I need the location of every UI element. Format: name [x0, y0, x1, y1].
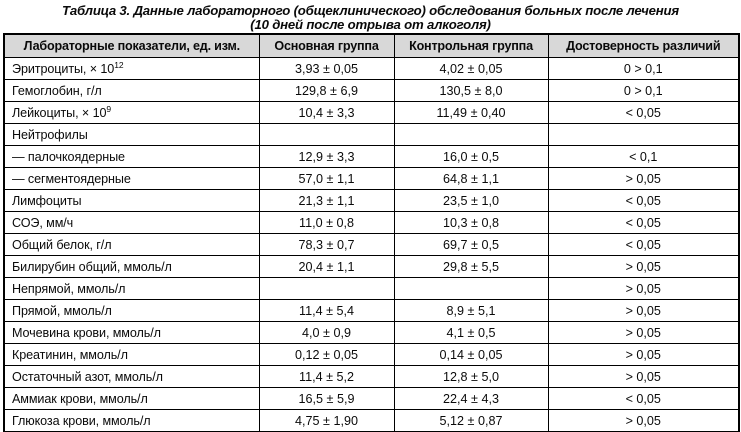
table-row: Остаточный азот, ммоль/л 11,4 ± 5,2 12,8 ±… — [3, 365, 740, 388]
table-row: Мочевина крови, ммоль/л 4,0 ± 0,9 4,1 ± 0,… — [3, 321, 740, 344]
control-group-cell: 29,8 ± 5,5 — [393, 255, 549, 278]
indicator-cell: Глюкоза крови, ммоль/л — [3, 409, 260, 432]
control-group-cell: 12,8 ± 5,0 — [393, 365, 549, 388]
table-row: Прямой, ммоль/л 11,4 ± 5,4 8,9 ± 5,1 > 0,05 — [3, 299, 740, 322]
indicator-cell: Лимфоциты — [3, 189, 260, 212]
control-group-cell: 5,12 ± 0,87 — [393, 409, 549, 432]
exponent-superscript: 9 — [106, 103, 112, 114]
indicator-cell: Эритроциты, × 1012 — [3, 57, 260, 80]
main-group-cell: 16,5 ± 5,9 — [258, 387, 395, 410]
control-group-cell: 64,8 ± 1,1 — [393, 167, 549, 190]
main-group-cell: 0,12 ± 0,05 — [258, 343, 395, 366]
indicator-cell: Гемоглобин, г/л — [3, 79, 260, 102]
significance-cell: > 0,05 — [547, 277, 740, 300]
lab-results-table: Лабораторные показатели, ед. изм. Основна… — [3, 33, 740, 432]
indicator-cell: Мочевина крови, ммоль/л — [3, 321, 260, 344]
table-row: Билирубин общий, ммоль/л 20,4 ± 1,1 29,8 ±… — [3, 255, 740, 278]
significance-cell: > 0,05 — [547, 255, 740, 278]
indicator-cell: Непрямой, ммоль/л — [3, 277, 260, 300]
indicator-cell: Аммиак крови, ммоль/л — [3, 387, 260, 410]
table-header-row: Лабораторные показатели, ед. изм. Основна… — [3, 33, 740, 58]
column-header-control-group: Контрольная группа — [393, 33, 549, 58]
table-row: Общий белок, г/л 78,3 ± 0,7 69,7 ± 0,5 < 0,… — [3, 233, 740, 256]
table-row: Эритроциты, × 1012 3,93 ± 0,05 4,02 ± 0,05… — [3, 57, 740, 80]
main-group-cell: 78,3 ± 0,7 — [258, 233, 395, 256]
control-group-cell: 4,1 ± 0,5 — [393, 321, 549, 344]
significance-cell: < 0,1 — [547, 145, 740, 168]
main-group-cell — [258, 277, 395, 300]
column-header-significance: Достоверность различий — [547, 33, 740, 58]
significance-cell: > 0,05 — [547, 343, 740, 366]
table-row: — сегментоядерные 57,0 ± 1,1 64,8 ± 1,1 > 0… — [3, 167, 740, 190]
control-group-cell: 130,5 ± 8,0 — [393, 79, 549, 102]
control-group-cell: 8,9 ± 5,1 — [393, 299, 549, 322]
significance-cell: > 0,05 — [547, 409, 740, 432]
significance-cell: > 0,05 — [547, 365, 740, 388]
table-row: Гемоглобин, г/л 129,8 ± 6,9 130,5 ± 8,0 0 >… — [3, 79, 740, 102]
significance-cell: > 0,05 — [547, 321, 740, 344]
significance-cell: 0 > 0,1 — [547, 79, 740, 102]
main-group-cell: 20,4 ± 1,1 — [258, 255, 395, 278]
main-group-cell: 10,4 ± 3,3 — [258, 101, 395, 124]
table-title-line2: (10 дней после отрыва от алкоголя) — [250, 17, 491, 32]
main-group-cell: 3,93 ± 0,05 — [258, 57, 395, 80]
main-group-cell: 11,4 ± 5,2 — [258, 365, 395, 388]
control-group-cell: 16,0 ± 0,5 — [393, 145, 549, 168]
significance-cell: 0 > 0,1 — [547, 57, 740, 80]
table-row: Лимфоциты 21,3 ± 1,1 23,5 ± 1,0 < 0,05 — [3, 189, 740, 212]
control-group-cell — [393, 123, 549, 146]
table-row: Глюкоза крови, ммоль/л 4,75 ± 1,90 5,12 ± … — [3, 409, 740, 432]
significance-cell — [547, 123, 740, 146]
indicator-cell: Общий белок, г/л — [3, 233, 260, 256]
indicator-cell: Билирубин общий, ммоль/л — [3, 255, 260, 278]
exponent-superscript: 12 — [114, 59, 124, 70]
main-group-cell: 129,8 ± 6,9 — [258, 79, 395, 102]
table-row: — палочкоядерные 12,9 ± 3,3 16,0 ± 0,5 < 0,… — [3, 145, 740, 168]
main-group-cell: 4,0 ± 0,9 — [258, 321, 395, 344]
indicator-cell: — сегментоядерные — [3, 167, 260, 190]
significance-cell: < 0,05 — [547, 387, 740, 410]
control-group-cell: 23,5 ± 1,0 — [393, 189, 549, 212]
significance-cell: < 0,05 — [547, 233, 740, 256]
significance-cell: < 0,05 — [547, 189, 740, 212]
table-title: Таблица 3. Данные лабораторного (общекли… — [0, 0, 741, 32]
table-row: Нейтрофилы — [3, 123, 740, 146]
indicator-cell: Прямой, ммоль/л — [3, 299, 260, 322]
table-row: Креатинин, ммоль/л 0,12 ± 0,05 0,14 ± 0,05… — [3, 343, 740, 366]
main-group-cell: 11,0 ± 0,8 — [258, 211, 395, 234]
column-header-main-group: Основная группа — [258, 33, 395, 58]
indicator-cell: Лейкоциты, × 109 — [3, 101, 260, 124]
significance-cell: < 0,05 — [547, 211, 740, 234]
control-group-cell: 69,7 ± 0,5 — [393, 233, 549, 256]
indicator-cell: — палочкоядерные — [3, 145, 260, 168]
main-group-cell: 57,0 ± 1,1 — [258, 167, 395, 190]
control-group-cell: 11,49 ± 0,40 — [393, 101, 549, 124]
indicator-cell: Нейтрофилы — [3, 123, 260, 146]
indicator-cell: Креатинин, ммоль/л — [3, 343, 260, 366]
significance-cell: < 0,05 — [547, 101, 740, 124]
significance-cell: > 0,05 — [547, 167, 740, 190]
main-group-cell: 11,4 ± 5,4 — [258, 299, 395, 322]
significance-cell: > 0,05 — [547, 299, 740, 322]
main-group-cell — [258, 123, 395, 146]
table-row: Непрямой, ммоль/л > 0,05 — [3, 277, 740, 300]
control-group-cell — [393, 277, 549, 300]
column-header-indicator: Лабораторные показатели, ед. изм. — [3, 33, 260, 58]
table-row: СОЭ, мм/ч 11,0 ± 0,8 10,3 ± 0,8 < 0,05 — [3, 211, 740, 234]
main-group-cell: 4,75 ± 1,90 — [258, 409, 395, 432]
main-group-cell: 12,9 ± 3,3 — [258, 145, 395, 168]
control-group-cell: 0,14 ± 0,05 — [393, 343, 549, 366]
table-row: Лейкоциты, × 109 10,4 ± 3,3 11,49 ± 0,40 < … — [3, 101, 740, 124]
indicator-cell: Остаточный азот, ммоль/л — [3, 365, 260, 388]
control-group-cell: 22,4 ± 4,3 — [393, 387, 549, 410]
indicator-cell: СОЭ, мм/ч — [3, 211, 260, 234]
main-group-cell: 21,3 ± 1,1 — [258, 189, 395, 212]
control-group-cell: 4,02 ± 0,05 — [393, 57, 549, 80]
control-group-cell: 10,3 ± 0,8 — [393, 211, 549, 234]
table-title-line1: Таблица 3. Данные лабораторного (общекли… — [62, 3, 679, 18]
table-row: Аммиак крови, ммоль/л 16,5 ± 5,9 22,4 ± 4,… — [3, 387, 740, 410]
